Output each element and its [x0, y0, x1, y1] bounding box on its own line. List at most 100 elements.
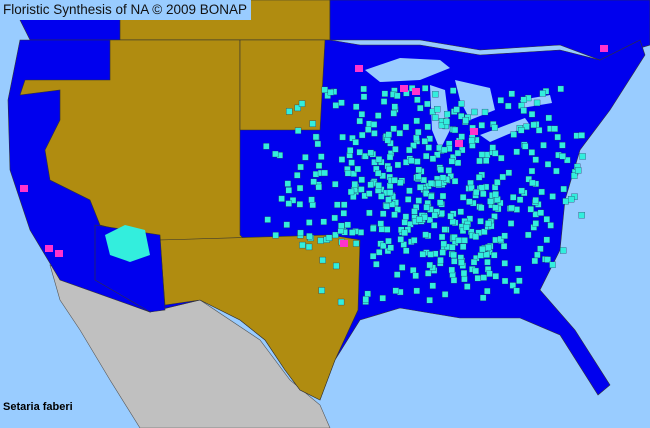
county-cell: [492, 273, 499, 280]
county-cell: [579, 153, 586, 160]
county-cell: [306, 232, 313, 240]
county-cell: [344, 170, 352, 177]
county-cell: [410, 267, 417, 274]
county-cell: [538, 188, 545, 196]
county-cell: [559, 142, 566, 149]
county-cell: [438, 122, 446, 129]
county-cell: [425, 270, 432, 277]
county-cell: [334, 201, 341, 208]
canada-east: [329, 0, 650, 61]
county-cell: [559, 153, 566, 160]
county-cell: [483, 157, 490, 164]
county-cell: [480, 274, 488, 281]
county-cell: [415, 173, 422, 180]
county-cell: [424, 100, 431, 108]
county-cell: [381, 90, 389, 97]
county-cell: [371, 130, 378, 137]
county-cell: [327, 89, 335, 96]
county-cell: [443, 118, 450, 125]
county-cell: [532, 197, 539, 204]
county-cell: [331, 214, 338, 222]
county-cell: [440, 240, 447, 248]
county-cell: [385, 237, 392, 245]
county-cell: [312, 133, 320, 141]
county-cell: [377, 220, 384, 227]
county-cell: [362, 153, 369, 160]
county-cell: [420, 176, 427, 184]
county-cell: [405, 196, 412, 203]
county-cell: [459, 227, 467, 234]
county-cell: [403, 247, 410, 254]
county-cell: [457, 208, 464, 215]
county-cell: [394, 92, 401, 100]
county-cell: [384, 226, 391, 233]
county-cell: [438, 233, 446, 241]
county-cell: [296, 184, 304, 192]
county-cell: [364, 290, 371, 298]
county-cell: [560, 185, 567, 193]
county-cell: [528, 111, 536, 118]
county-cell: [365, 126, 372, 133]
county-cell: [370, 121, 378, 128]
county-cell: [525, 231, 532, 239]
county-cell: [455, 237, 463, 244]
county-cell: [560, 247, 567, 254]
county-cell: [351, 181, 358, 188]
county-cell: [460, 269, 468, 277]
county-cell: [449, 244, 456, 251]
county-cell: [484, 287, 491, 295]
county-cell: [394, 271, 401, 278]
county-cell: [499, 173, 506, 181]
county-cell: [437, 257, 444, 264]
county-cell: [432, 91, 439, 98]
county-cell: [514, 265, 522, 272]
county-cell: [425, 144, 432, 151]
county-cell: [356, 149, 363, 156]
county-cell: [484, 244, 492, 251]
county-cell-rare: [55, 250, 63, 257]
county-cell: [392, 146, 399, 153]
county-cell: [341, 201, 348, 208]
county-cell: [447, 212, 454, 220]
western-states: [19, 39, 246, 241]
county-cell: [421, 138, 429, 145]
county-cell: [294, 172, 301, 179]
county-cell: [532, 156, 539, 163]
county-cell: [272, 232, 279, 239]
county-cell: [376, 249, 383, 256]
county-cell: [297, 229, 304, 237]
county-cell: [477, 252, 484, 259]
county-cell: [501, 232, 508, 240]
county-cell: [492, 150, 499, 157]
county-cell: [537, 209, 545, 216]
county-cell: [527, 206, 534, 213]
county-cell: [410, 142, 417, 149]
county-cell: [568, 196, 575, 203]
county-cell: [533, 99, 541, 107]
county-cell: [518, 127, 525, 134]
county-cell: [478, 122, 485, 129]
county-cell: [386, 153, 394, 161]
county-cell: [478, 204, 485, 212]
county-cell: [406, 187, 413, 194]
county-cell: [360, 93, 368, 100]
county-cell: [424, 123, 431, 131]
county-cell: [557, 85, 564, 93]
county-cell: [297, 163, 304, 171]
county-cell: [436, 199, 444, 206]
county-cell: [450, 251, 457, 259]
county-cell: [445, 167, 452, 174]
county-cell: [317, 237, 324, 244]
county-cell: [522, 143, 529, 150]
county-cell: [359, 131, 366, 139]
texas-region: [159, 234, 361, 401]
county-cell: [453, 106, 460, 113]
county-cell: [413, 134, 420, 142]
county-cell: [468, 137, 475, 144]
county-cell: [397, 179, 404, 186]
county-cell: [333, 262, 340, 270]
county-cell: [396, 130, 403, 137]
county-cell-rare: [45, 245, 53, 252]
county-cell: [454, 159, 462, 167]
